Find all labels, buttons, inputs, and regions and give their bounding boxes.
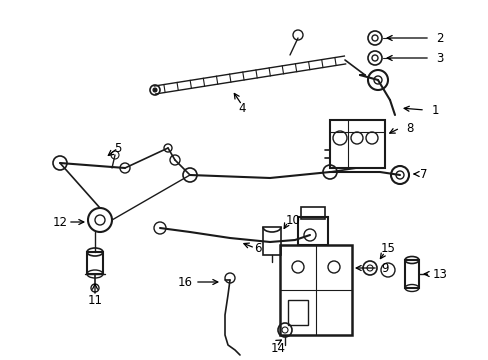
Text: 14: 14 bbox=[270, 342, 285, 355]
Text: 9: 9 bbox=[381, 261, 388, 274]
Text: 4: 4 bbox=[238, 102, 245, 114]
Text: 15: 15 bbox=[380, 242, 395, 255]
Bar bbox=[404, 260, 418, 288]
Circle shape bbox=[153, 88, 157, 92]
Text: 10: 10 bbox=[285, 213, 300, 226]
Bar bbox=[87, 252, 103, 274]
Circle shape bbox=[373, 76, 381, 84]
Text: 3: 3 bbox=[435, 51, 443, 64]
Bar bbox=[329, 120, 384, 168]
Text: 6: 6 bbox=[254, 242, 261, 255]
Bar bbox=[280, 245, 351, 335]
Text: 11: 11 bbox=[87, 293, 102, 306]
Bar bbox=[301, 207, 325, 219]
Circle shape bbox=[395, 171, 403, 179]
Text: 16: 16 bbox=[177, 275, 192, 288]
Text: 1: 1 bbox=[430, 104, 438, 117]
Text: 13: 13 bbox=[432, 267, 447, 280]
Bar bbox=[263, 227, 281, 255]
Text: 7: 7 bbox=[419, 167, 427, 180]
Bar bbox=[287, 300, 307, 325]
Text: 2: 2 bbox=[435, 31, 443, 45]
Text: 8: 8 bbox=[406, 122, 413, 135]
Text: 5: 5 bbox=[114, 141, 122, 154]
Text: 12: 12 bbox=[52, 216, 67, 229]
Bar bbox=[297, 217, 327, 245]
